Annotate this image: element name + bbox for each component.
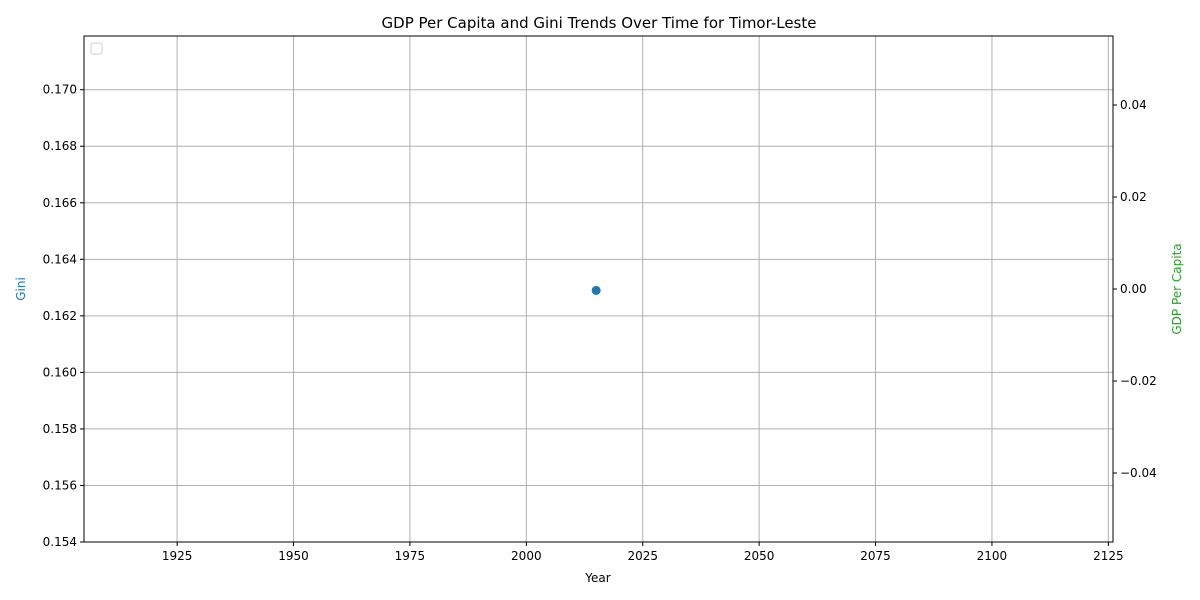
y-left-tick-label: 0.164 [43,252,77,266]
x-tick-label: 2050 [744,549,775,563]
x-tick-label: 2000 [511,549,542,563]
y-left-tick-label: 0.160 [43,365,77,379]
legend-box [90,42,103,55]
chart-title: GDP Per Capita and Gini Trends Over Time… [382,14,817,32]
y-left-tick-label: 0.166 [43,196,77,210]
y-left-tick-label: 0.154 [43,535,77,549]
x-tick-label: 2025 [627,549,658,563]
y-left-tick-label: 0.168 [43,139,77,153]
y-left-tick-label: 0.162 [43,309,77,323]
x-axis: 1925 1950 1975 2000 2025 2050 2075 2100 2125 [162,542,1124,563]
y-axis-right-title: GDP Per Capita [1170,243,1184,334]
x-axis-title: Year [584,571,610,585]
y-axis-left: 0.154 0.156 0.158 0.160 0.162 0.164 0.166 0.168… [43,83,84,549]
x-tick-label: 1975 [395,549,426,563]
x-tick-label: 1950 [278,549,309,563]
y-left-tick-label: 0.170 [43,83,77,97]
y-axis-right: −0.04 −0.02 0.00 0.02 0.04 [1113,98,1157,480]
grid [84,36,1113,543]
gini-data-point [591,285,601,295]
x-tick-label: 2125 [1093,549,1124,563]
y-left-tick-label: 0.158 [43,422,77,436]
data-points [591,285,601,295]
x-tick-label: 1925 [162,549,193,563]
y-right-tick-label: 0.04 [1120,98,1147,112]
y-right-tick-label: −0.02 [1120,374,1157,388]
y-right-tick-label: −0.04 [1120,466,1157,480]
x-tick-label: 2100 [977,549,1008,563]
y-left-tick-label: 0.156 [43,478,77,492]
y-right-tick-label: 0.02 [1120,190,1147,204]
y-right-tick-label: 0.00 [1120,282,1147,296]
x-tick-label: 2075 [860,549,891,563]
y-axis-left-title: Gini [14,277,28,301]
